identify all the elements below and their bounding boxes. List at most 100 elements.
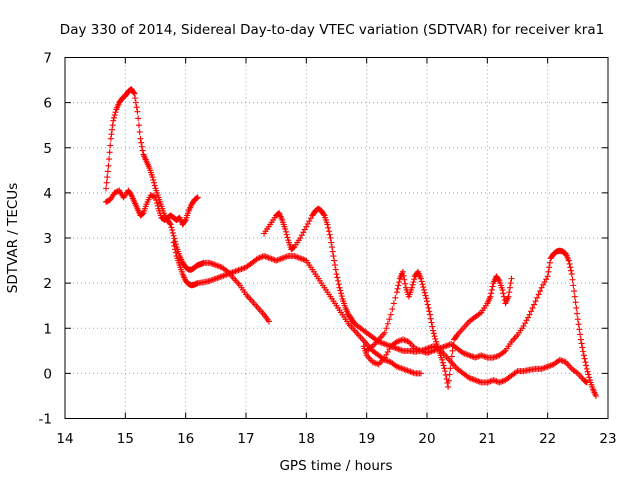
data-point <box>107 135 114 142</box>
data-point <box>488 290 495 297</box>
data-point <box>488 286 495 293</box>
data-point <box>154 200 161 207</box>
data-point <box>335 277 342 284</box>
data-point <box>265 318 272 325</box>
x-tick-label: 16 <box>177 431 194 447</box>
data-point <box>543 276 550 283</box>
data-point <box>537 288 544 295</box>
data-point <box>395 282 402 289</box>
data-point <box>523 317 530 324</box>
data-point <box>151 193 158 200</box>
data-point <box>575 321 582 328</box>
data-point <box>111 114 118 121</box>
data-point <box>579 344 586 351</box>
data-point <box>495 276 502 283</box>
y-tick-label: 5 <box>43 141 52 157</box>
data-point <box>580 348 587 355</box>
data-point <box>326 231 333 238</box>
data-point <box>384 348 391 355</box>
data-point <box>329 248 336 255</box>
data-point <box>577 336 584 343</box>
data-point <box>574 310 581 317</box>
x-tick-label: 20 <box>418 431 435 447</box>
data-point <box>138 139 145 146</box>
data-point <box>303 223 310 230</box>
data-point <box>410 278 417 285</box>
data-point <box>151 182 158 189</box>
data-point <box>585 371 592 378</box>
data-point <box>372 360 379 367</box>
data-point <box>420 284 427 291</box>
data-point <box>131 90 138 97</box>
data-point <box>583 362 590 369</box>
data-point <box>132 95 139 102</box>
y-tick-label: 1 <box>43 321 52 337</box>
y-tick-label: 2 <box>43 276 52 292</box>
data-point <box>582 378 589 385</box>
data-point <box>506 289 513 296</box>
data-point <box>427 311 434 318</box>
y-axis-label: SDTVAR / TECUs <box>5 183 21 293</box>
data-point <box>138 143 145 150</box>
x-tick-label: 19 <box>358 431 375 447</box>
data-point <box>393 289 400 296</box>
series-pass-2 <box>103 187 201 228</box>
data-point <box>111 112 118 119</box>
x-tick-label: 14 <box>56 431 73 447</box>
data-point <box>193 194 200 201</box>
data-point <box>103 179 110 186</box>
data-point <box>442 368 449 375</box>
data-point <box>506 284 513 291</box>
data-point <box>582 359 589 366</box>
data-point <box>104 174 111 181</box>
data-point <box>522 320 529 327</box>
data-point <box>418 278 425 285</box>
data-point <box>571 288 578 295</box>
y-tick-label: -1 <box>39 412 52 428</box>
data-point <box>396 278 403 285</box>
data-point <box>546 259 553 266</box>
data-point <box>112 109 119 116</box>
data-point <box>381 329 388 336</box>
data-point <box>499 286 506 293</box>
data-point <box>449 347 456 354</box>
data-point <box>427 315 434 322</box>
data-point <box>448 359 455 366</box>
data-point <box>331 257 338 264</box>
data-point <box>411 276 418 283</box>
data-point <box>332 266 339 273</box>
data-point <box>306 218 313 225</box>
data-point <box>172 246 179 253</box>
data-point <box>325 224 332 231</box>
data-point <box>526 311 533 318</box>
data-point <box>298 232 305 239</box>
data-point <box>169 229 176 236</box>
data-point <box>181 218 188 225</box>
data-point <box>105 162 112 169</box>
data-point <box>578 340 585 347</box>
data-point <box>431 333 438 340</box>
data-point <box>383 325 390 332</box>
x-tick-label: 23 <box>599 431 616 447</box>
data-point <box>574 316 581 323</box>
data-point <box>282 225 289 232</box>
data-point <box>583 378 590 385</box>
data-point <box>571 293 578 300</box>
data-point <box>541 278 548 285</box>
data-point <box>109 122 116 129</box>
data-point <box>336 284 343 291</box>
series-pass-5 <box>363 268 515 390</box>
data-point <box>481 353 488 360</box>
data-point <box>508 275 515 282</box>
data-point <box>445 377 452 384</box>
data-point <box>419 281 426 288</box>
data-point <box>330 253 337 260</box>
data-point <box>425 304 432 311</box>
data-point <box>586 374 593 381</box>
data-point <box>110 117 117 124</box>
data-point <box>532 298 539 305</box>
data-point <box>172 249 179 256</box>
data-point <box>408 284 415 291</box>
data-point <box>535 291 542 298</box>
